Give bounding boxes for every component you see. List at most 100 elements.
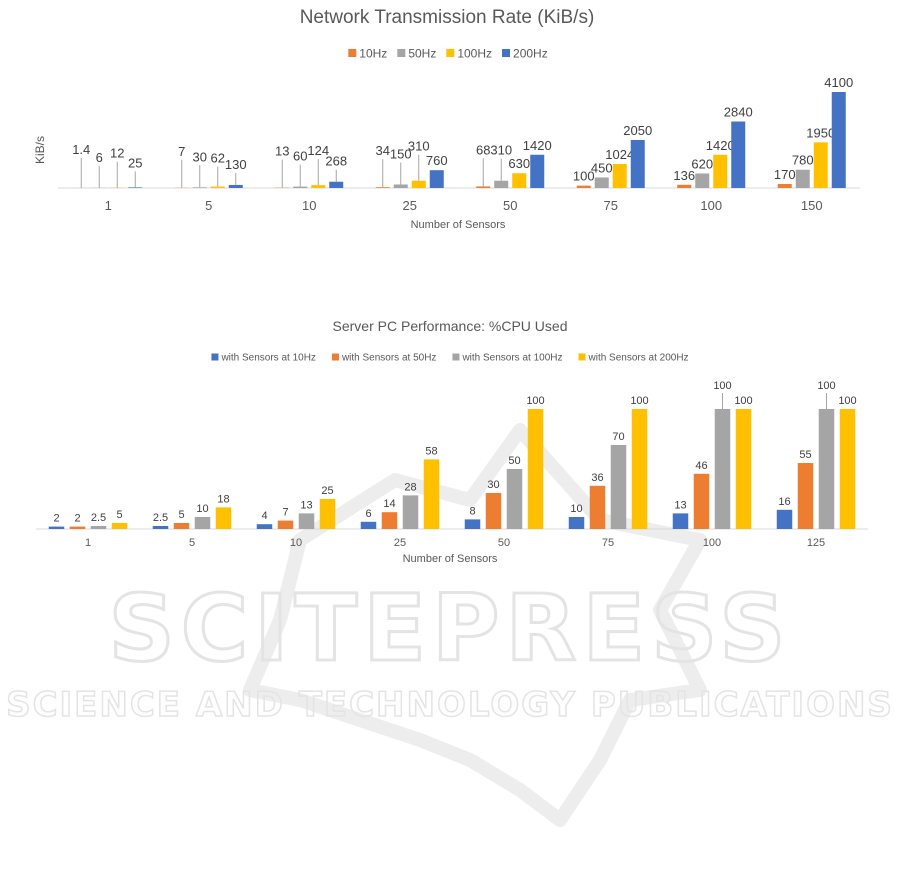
chart2-legend: with Sensors at 10Hz with Sensors at 50Hz…	[211, 353, 689, 364]
bar	[48, 526, 65, 529]
x-tick-label: 150	[801, 198, 823, 213]
data-label: 100	[526, 395, 544, 407]
data-label: 6	[96, 150, 103, 165]
bar	[192, 187, 207, 188]
x-tick-label: 100	[703, 537, 721, 549]
x-tick-label: 100	[700, 198, 722, 213]
bar	[329, 181, 344, 188]
data-label: 2	[53, 513, 59, 525]
data-label: 1.4	[72, 142, 90, 157]
data-label: 450	[591, 160, 613, 175]
legend-label-1: 10Hz	[359, 46, 387, 60]
watermark-emblem	[243, 423, 707, 827]
bar	[152, 526, 169, 529]
bar	[576, 185, 591, 188]
legend-swatch-1	[348, 49, 357, 57]
bar	[173, 523, 190, 529]
data-label: 2.5	[153, 512, 168, 524]
data-label: 1024	[605, 147, 634, 162]
x-tick-label: 75	[602, 537, 614, 549]
x-tick-label: 5	[189, 537, 195, 549]
data-label: 268	[325, 154, 347, 169]
bar	[631, 409, 648, 529]
data-label: 620	[691, 156, 713, 171]
data-label: 46	[695, 460, 707, 472]
bar	[429, 170, 444, 188]
bar	[319, 499, 336, 529]
x-tick-label: 50	[498, 537, 510, 549]
legend-swatch-3	[446, 49, 455, 57]
bar	[735, 409, 752, 529]
bar	[402, 495, 419, 529]
legend-label-3: 100Hz	[457, 46, 492, 60]
data-label: 100	[734, 395, 752, 407]
bar	[464, 519, 481, 529]
bar	[813, 142, 828, 188]
bar	[731, 121, 746, 188]
data-label: 630	[508, 156, 530, 171]
bar	[672, 513, 689, 529]
bar	[381, 512, 398, 529]
legend-label-4: with Sensors at 200Hz	[588, 353, 689, 364]
data-label: 4100	[824, 75, 853, 90]
data-label: 100	[817, 380, 835, 392]
bar	[713, 154, 728, 188]
legend-label-2: with Sensors at 50Hz	[341, 353, 437, 364]
watermark-name: SCITEPRESS	[108, 575, 791, 682]
bar	[256, 524, 273, 529]
data-label: 2050	[623, 123, 652, 138]
data-label: 34	[376, 143, 390, 158]
data-label: 13	[275, 144, 289, 159]
bar	[527, 409, 544, 529]
chart1-y-axis-label: KiB/s	[33, 136, 47, 164]
legend-label-3: with Sensors at 100Hz	[461, 353, 562, 364]
bar	[128, 187, 143, 188]
chart2-title: Server PC Performance: %CPU Used	[333, 318, 568, 334]
data-label: 10	[196, 503, 208, 515]
bar	[69, 526, 86, 529]
bar	[423, 459, 440, 529]
data-label: 310	[408, 139, 430, 154]
bar	[215, 507, 232, 529]
bar	[298, 513, 315, 529]
x-tick-label: 10	[290, 537, 302, 549]
bar	[311, 185, 326, 188]
bar	[277, 520, 294, 529]
data-label: 68	[476, 142, 490, 157]
x-tick-label: 50	[503, 198, 517, 213]
data-label: 5	[116, 509, 122, 521]
data-label: 10	[570, 503, 582, 515]
data-label: 28	[404, 481, 416, 493]
x-tick-label: 75	[604, 198, 618, 213]
chart1-title: Network Transmission Rate (KiB/s)	[300, 7, 595, 28]
cpu-usage-chart: Server PC Performance: %CPU Used with Se…	[36, 318, 868, 565]
chart1-x-ticks: 1 5 10 25 50 75 100 150	[105, 198, 823, 213]
data-label: 6	[365, 508, 371, 520]
bar	[714, 409, 731, 529]
data-label: 7	[178, 144, 185, 159]
data-label: 13	[674, 499, 686, 511]
legend-swatch-3	[452, 353, 460, 361]
data-label: 70	[612, 431, 624, 443]
bar	[594, 177, 609, 188]
legend-label-1: with Sensors at 10Hz	[220, 353, 316, 364]
bar	[610, 445, 627, 529]
data-label: 60	[293, 149, 307, 164]
bar	[568, 517, 585, 529]
x-tick-label: 25	[394, 537, 406, 549]
data-label: 124	[307, 143, 329, 158]
data-label: 58	[425, 445, 437, 457]
bar	[530, 154, 545, 188]
data-label: 170	[774, 167, 796, 182]
publisher-watermark: SCITEPRESS SCIENCE AND TECHNOLOGY PUBLIC…	[5, 423, 893, 827]
bar	[512, 173, 527, 188]
bar	[485, 493, 502, 529]
data-label: 780	[792, 153, 814, 168]
bar	[194, 517, 211, 529]
data-label: 50	[508, 455, 520, 467]
legend-swatch-1	[211, 353, 219, 361]
data-label: 4	[261, 510, 267, 522]
data-label: 5	[178, 509, 184, 521]
data-label: 12	[110, 146, 124, 161]
